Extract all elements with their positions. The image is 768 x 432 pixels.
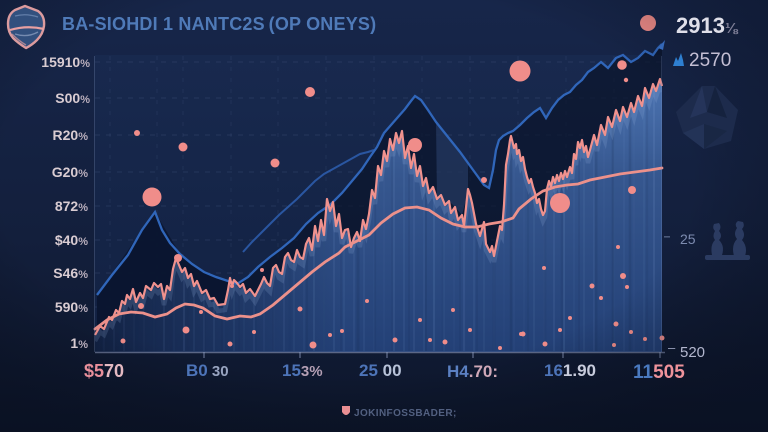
svg-text:872%: 872%: [55, 198, 88, 214]
svg-text:$570: $570: [84, 361, 124, 381]
svg-text:–: –: [668, 340, 676, 355]
svg-text:590%: 590%: [55, 299, 88, 315]
svg-text:520: 520: [680, 344, 705, 361]
svg-text:11505: 11505: [633, 362, 685, 383]
svg-text:B0 30: B0 30: [186, 361, 229, 380]
svg-text:JOKINFOSSBADER;: JOKINFOSSBADER;: [354, 408, 457, 419]
svg-text:2570: 2570: [689, 50, 731, 71]
svg-text:H4.70:: H4.70:: [447, 362, 498, 381]
svg-text:R20%: R20%: [53, 127, 89, 143]
svg-text:S00%: S00%: [55, 90, 90, 106]
svg-text:25 00: 25 00: [359, 361, 402, 380]
svg-text:153%: 153%: [282, 361, 323, 380]
svg-text:$40%: $40%: [55, 232, 88, 248]
svg-text:15910%: 15910%: [41, 54, 90, 70]
svg-text:1%: 1%: [70, 335, 88, 351]
svg-text:25: 25: [680, 231, 696, 247]
svg-text:G20%: G20%: [52, 164, 88, 180]
svg-text:BA-SIOHDI 1 NANTC2S (OP ONEYS): BA-SIOHDI 1 NANTC2S (OP ONEYS): [62, 14, 376, 34]
svg-text:161.90: 161.90: [544, 361, 596, 380]
svg-text:S46%: S46%: [53, 265, 88, 281]
